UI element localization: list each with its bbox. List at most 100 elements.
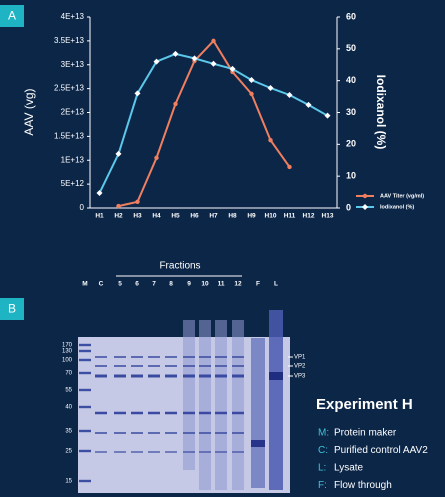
band-label: VP1 [294,355,306,361]
gel-band [232,432,244,434]
gel-band [165,365,177,367]
gel-smear [215,320,227,490]
x-tick-label: H11 [284,213,296,220]
gel-band [215,375,227,378]
gel-smear [269,310,283,490]
y-tick-label: 4E+13 [61,12,85,21]
lane-label: 6 [135,281,139,288]
lane-label: 9 [187,281,191,288]
gel-band [114,356,126,358]
point [135,200,139,204]
x-tick-label: H6 [190,213,199,220]
point [268,138,272,142]
band-label: VP3 [294,374,306,380]
gel-band [183,451,195,452]
legend-label: AAV Titer (vg/ml) [380,193,424,199]
gel-band [165,412,177,415]
x-tick-label: H2 [114,213,123,220]
lane-label: F [256,281,260,288]
point [116,204,120,208]
gel-band [251,440,265,447]
gel-band [199,412,211,415]
gel-band [165,432,177,434]
point [249,92,253,96]
point [211,39,215,43]
gel-band [232,375,244,378]
lane-label: 10 [201,281,209,288]
lane-label: L [274,281,278,288]
gel-band [215,356,227,358]
gel-band [148,451,160,452]
size-label: 70 [65,371,72,377]
y-tick-label: 0 [80,203,85,212]
y2-tick-label: 40 [346,75,356,85]
y2-tick-label: 50 [346,43,356,53]
gel-band [232,365,244,367]
y2-axis-title: Iodixanol (%) [374,75,388,150]
gel-band [79,344,91,346]
gel-band [79,389,91,391]
legend-label: Iodixanol (%) [380,204,414,210]
y-tick-label: 1.5E+13 [54,131,85,140]
x-tick-label: H5 [171,213,180,220]
lane-label: C [99,281,104,288]
x-tick-label: H10 [265,213,277,220]
gel-band [95,356,107,358]
y-tick-label: 1E+13 [61,155,85,164]
y2-tick-label: 20 [346,139,356,149]
gel-band [232,356,244,358]
y-tick-label: 3.5E+13 [54,36,85,45]
gel-smear [183,320,195,470]
gel-band [148,412,160,415]
x-tick-label: H12 [303,213,315,220]
gel-band [79,350,91,352]
lane-label: 8 [169,281,173,288]
legend-key: L: [318,463,326,474]
gel-band [183,432,195,434]
band-label: VP2 [294,364,306,370]
gel-band [183,412,195,415]
size-label: 100 [62,358,73,364]
figure: A B AAV (vg) Iodixanol (%) Fractions Exp… [0,0,445,497]
legend-text: Protein maker [334,428,397,439]
x-tick-label: H1 [95,213,104,220]
y-tick-label: 3E+13 [61,60,85,69]
gel-band [199,432,211,434]
gel-band [95,412,107,415]
x-tick-label: H13 [322,213,334,220]
gel-band [148,365,160,367]
gel-band [79,450,91,452]
x-tick-label: H4 [152,213,161,220]
legend-title: Experiment H [316,396,413,413]
legend-text: Lysate [334,463,364,474]
lane-label: 7 [152,281,156,288]
y-tick-label: 5E+12 [61,179,85,188]
size-label: 15 [65,479,72,485]
size-label: 55 [65,388,72,394]
gel-smear [251,338,265,488]
size-label: 35 [65,429,72,435]
gel-band [199,356,211,358]
gel-band [79,372,91,374]
gel-band [95,375,107,378]
size-label: 40 [65,405,72,411]
gel-band [148,375,160,378]
gel-band [131,412,143,415]
gel-band [215,451,227,452]
gel-band [79,480,91,482]
x-tick-label: H3 [133,213,142,220]
fractions-title: Fractions [159,261,200,272]
x-tick-label: H9 [247,213,256,220]
legend-key: M: [318,428,329,439]
gel-band [199,375,211,378]
y-axis-title: AAV (vg) [22,88,36,135]
gel-band [165,451,177,452]
gel-band [215,412,227,415]
gel-band [79,430,91,432]
legend-text: Purified control AAV2 [334,445,428,456]
gel-band [215,432,227,434]
gel-band [131,356,143,358]
point [363,194,367,198]
gel-band [114,375,126,378]
gel-band [165,356,177,358]
